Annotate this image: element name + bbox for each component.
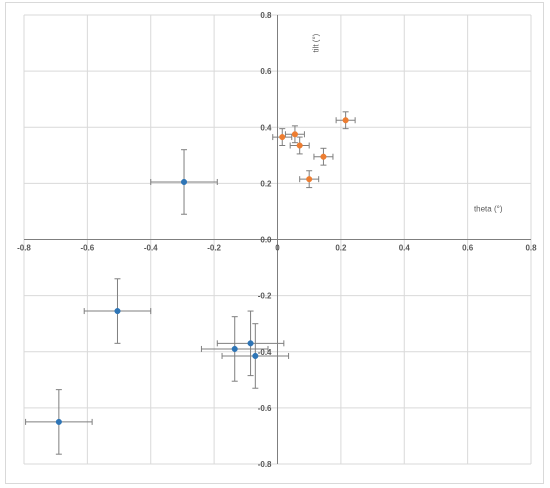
y-tick-label: 0.4 [260,123,272,132]
x-tick-label: 0.4 [399,244,411,253]
tick-labels: -0.8 -0.6 -0.4 -0.2 0 0.2 0.4 0.6 0.8 0.8 0.6 0.4 0.… [17,11,537,469]
data-point [231,345,238,352]
y-axis-title: tilt (°) [312,33,321,52]
data-point [296,142,303,149]
y-tick-label: -0.2 [258,292,272,301]
x-tick-label: -0.6 [80,244,94,253]
y-tick-label: 0.6 [260,67,272,76]
data-point [279,134,286,141]
data-point [306,176,313,183]
y-tick-label: 0.0 [260,236,272,245]
x-tick-label: 0.2 [335,244,347,253]
y-tick-label: -0.8 [258,460,272,469]
data-point [114,308,121,315]
y-tick-label: -0.4 [258,348,272,357]
y-tick-label: 0.8 [260,11,272,20]
data-point [342,117,349,124]
data-points [55,117,349,425]
x-tick-label: -0.2 [207,244,221,253]
x-axis-title: theta (°) [474,204,503,213]
x-tick-label: -0.4 [144,244,158,253]
data-point [291,131,298,138]
error-bars [25,111,356,455]
data-point [247,340,254,347]
axes [24,15,531,464]
y-tick-label: 0.2 [260,179,272,188]
x-tick-label: 0.6 [462,244,474,253]
x-tick-label: 0.8 [525,244,537,253]
x-tick-label: -0.8 [17,244,31,253]
data-point [180,178,188,186]
chart-area [5,2,544,484]
x-tick-label: 0 [275,244,280,253]
data-point [252,352,259,360]
data-point [55,418,62,425]
y-tick-label: -0.6 [258,404,272,413]
data-point [320,153,327,160]
